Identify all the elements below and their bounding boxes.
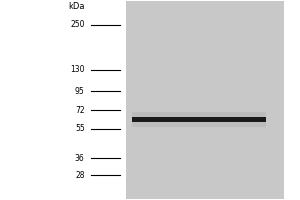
Text: 250: 250 bbox=[70, 20, 85, 29]
Text: 28: 28 bbox=[75, 171, 85, 180]
Text: kDa: kDa bbox=[68, 2, 85, 11]
Text: 95: 95 bbox=[75, 87, 85, 96]
FancyBboxPatch shape bbox=[126, 1, 284, 199]
Bar bbox=[132, 112, 266, 127]
Text: 130: 130 bbox=[70, 65, 85, 74]
FancyBboxPatch shape bbox=[132, 117, 266, 122]
Text: 55: 55 bbox=[75, 124, 85, 133]
Text: 36: 36 bbox=[75, 154, 85, 163]
Text: 72: 72 bbox=[75, 106, 85, 115]
